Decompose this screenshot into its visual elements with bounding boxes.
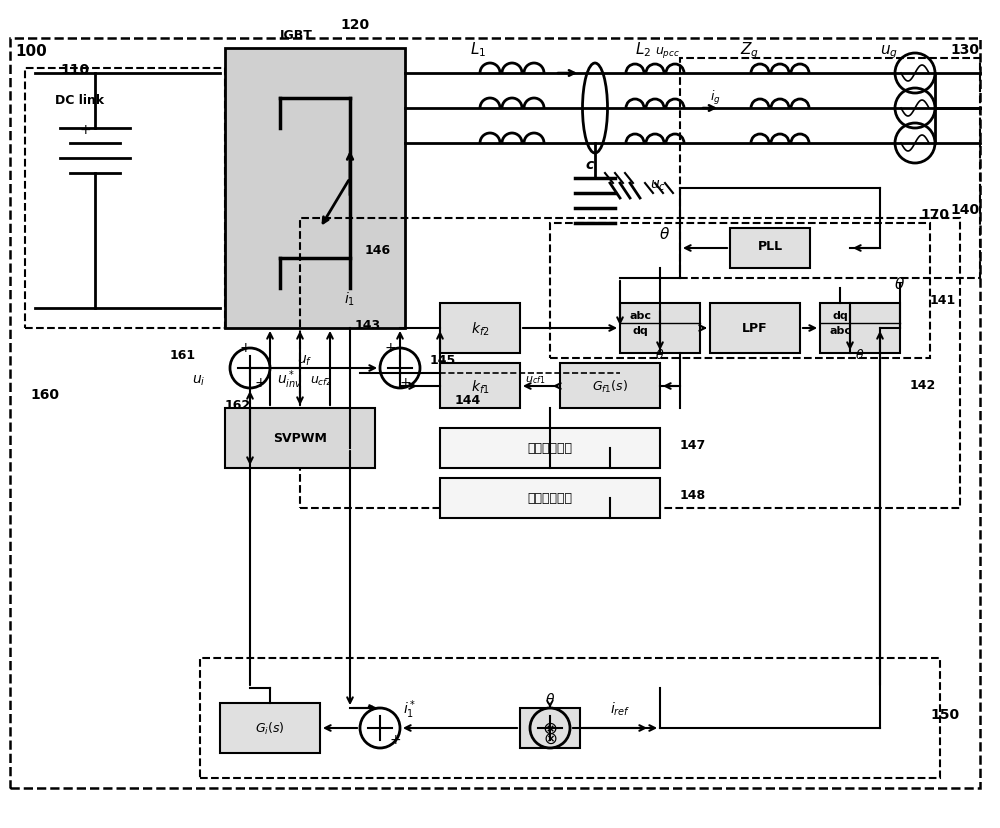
Text: $i_1$: $i_1$ xyxy=(344,291,356,308)
Text: $u^*_{inv}$: $u^*_{inv}$ xyxy=(277,368,303,391)
Text: +: + xyxy=(384,340,396,354)
Text: $k_{f1}$: $k_{f1}$ xyxy=(471,378,489,395)
Text: PLL: PLL xyxy=(757,240,783,253)
FancyBboxPatch shape xyxy=(220,703,320,753)
Text: c: c xyxy=(585,158,593,171)
Text: abc: abc xyxy=(829,325,851,335)
Text: $\otimes$: $\otimes$ xyxy=(542,720,558,737)
Text: 110: 110 xyxy=(60,63,89,77)
Bar xyxy=(550,224,930,359)
Text: +: + xyxy=(389,732,401,746)
Text: 频率确定单元: 频率确定单元 xyxy=(528,442,572,455)
Text: $i^*_1$: $i^*_1$ xyxy=(403,697,417,720)
Text: +: + xyxy=(254,376,266,389)
Text: LPF: LPF xyxy=(742,322,768,335)
FancyBboxPatch shape xyxy=(520,708,580,748)
Text: $k_{f2}$: $k_{f2}$ xyxy=(471,320,489,337)
Text: $u_c$: $u_c$ xyxy=(650,179,666,193)
Text: $u_g$: $u_g$ xyxy=(880,43,898,60)
Text: 140: 140 xyxy=(950,203,979,217)
FancyBboxPatch shape xyxy=(730,229,810,268)
Text: 147: 147 xyxy=(680,439,706,451)
Text: 130: 130 xyxy=(950,43,979,57)
Text: 143: 143 xyxy=(355,319,381,331)
FancyBboxPatch shape xyxy=(440,428,660,469)
FancyBboxPatch shape xyxy=(440,479,660,518)
Text: $u_{cf2}$: $u_{cf2}$ xyxy=(310,374,332,388)
Text: $\theta$: $\theta$ xyxy=(659,226,670,242)
Text: IGBT: IGBT xyxy=(280,29,313,42)
Text: 148: 148 xyxy=(680,489,706,502)
Text: $u_{cf1}$: $u_{cf1}$ xyxy=(525,373,545,385)
FancyBboxPatch shape xyxy=(225,49,405,329)
FancyBboxPatch shape xyxy=(440,363,520,408)
Text: dq: dq xyxy=(832,310,848,320)
Text: 145: 145 xyxy=(430,354,456,367)
Text: 150: 150 xyxy=(930,707,959,721)
Text: $L_1$: $L_1$ xyxy=(470,40,486,59)
Text: $u_i$: $u_i$ xyxy=(192,373,205,388)
Text: $i_g$: $i_g$ xyxy=(710,89,720,107)
Text: 100: 100 xyxy=(15,44,47,59)
Text: $\otimes$: $\otimes$ xyxy=(543,729,557,747)
Text: dq: dq xyxy=(632,325,648,335)
Text: 142: 142 xyxy=(910,378,936,392)
FancyBboxPatch shape xyxy=(440,304,520,354)
Bar xyxy=(300,219,960,508)
Text: $L_2$: $L_2$ xyxy=(635,40,651,59)
Text: $u_f$: $u_f$ xyxy=(297,354,313,368)
Text: $i_{ref}$: $i_{ref}$ xyxy=(610,700,630,718)
Text: $\theta$: $\theta$ xyxy=(655,348,664,362)
FancyBboxPatch shape xyxy=(560,363,660,408)
FancyBboxPatch shape xyxy=(225,408,375,469)
Text: +: + xyxy=(399,376,411,389)
Text: +: + xyxy=(239,340,251,354)
Text: 160: 160 xyxy=(30,388,59,402)
Text: DC link: DC link xyxy=(55,94,104,107)
Bar xyxy=(680,59,980,279)
Text: -: - xyxy=(367,697,373,715)
FancyBboxPatch shape xyxy=(620,304,700,354)
Text: $\theta$: $\theta$ xyxy=(545,691,555,706)
Text: 141: 141 xyxy=(930,294,956,306)
Text: 146: 146 xyxy=(365,243,391,257)
Text: $G_{f1}(s)$: $G_{f1}(s)$ xyxy=(592,378,628,395)
FancyBboxPatch shape xyxy=(820,304,900,354)
Text: +: + xyxy=(79,123,91,137)
Text: 161: 161 xyxy=(170,349,196,362)
Text: $Z_g$: $Z_g$ xyxy=(740,40,759,60)
Text: abc: abc xyxy=(629,310,651,320)
Text: $\theta$: $\theta$ xyxy=(855,348,864,362)
Text: 170: 170 xyxy=(920,208,949,222)
Text: $u_{pcc}$: $u_{pcc}$ xyxy=(655,45,680,60)
Bar xyxy=(200,658,940,778)
Text: 144: 144 xyxy=(455,393,481,407)
Text: $\theta$: $\theta$ xyxy=(894,276,906,291)
FancyBboxPatch shape xyxy=(710,304,800,354)
Text: 120: 120 xyxy=(340,18,369,32)
Text: $G_i(s)$: $G_i(s)$ xyxy=(255,720,285,736)
Text: SVPWM: SVPWM xyxy=(273,432,327,445)
Text: 信号提起单元: 信号提起单元 xyxy=(528,492,572,505)
Text: 162: 162 xyxy=(225,398,251,412)
Bar xyxy=(25,69,225,329)
